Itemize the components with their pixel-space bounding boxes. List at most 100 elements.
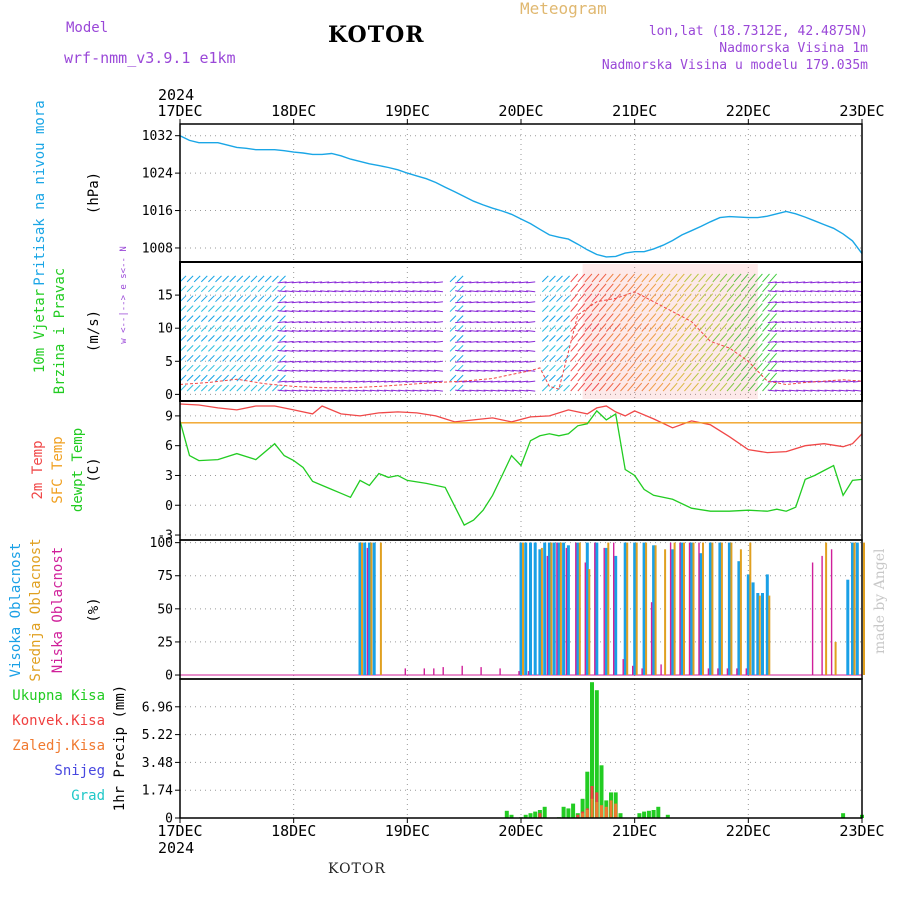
wind-vector [369,349,379,352]
wind-vector [803,281,813,284]
wind-vector [641,343,650,352]
wind-vector [584,362,593,372]
cloud-bar-low [527,671,530,676]
wind-vector [369,321,379,324]
wind-vector [803,321,813,324]
wind-vector [641,382,650,392]
station-title: KOTOR [328,22,425,48]
wind-vector [193,335,201,342]
wind-vector [369,369,379,372]
wind-vector [376,310,387,313]
cloud-bar-mid [825,542,828,675]
wind-vector [208,295,215,303]
wind-vector [817,360,827,363]
wind-vector [291,281,301,284]
wind-vector [243,345,251,352]
wind-vector [769,293,777,303]
wind-vector [186,335,194,342]
y-tick-label: 6 [165,439,173,454]
wind-vector [426,340,436,343]
wind-vector [334,301,344,304]
temp-unit: (C) [86,457,102,482]
wind-vector [526,360,536,363]
wind-vector [250,354,258,362]
top-date-label: 22DEC [726,102,771,120]
wind-vector [662,352,671,362]
wind-vector [243,335,251,342]
wind-vector [584,333,593,342]
wind-vector [577,343,586,352]
wind-vector [570,382,579,392]
wind-vector [781,330,792,332]
wind-vector [796,330,806,332]
wind-vector [598,303,607,312]
wind-vector [655,313,664,322]
wind-vector [577,352,586,362]
wind-vector [620,303,628,312]
wind-vector [845,321,855,324]
wind-vector [250,285,258,293]
cloud-bar-high [746,574,750,675]
y-tick-label: 3 [165,469,173,484]
wind-vector [669,273,678,283]
wind-vector [384,290,394,293]
wind-vector [462,290,472,293]
wind-vector [684,323,692,332]
wind-vector [229,315,237,322]
wind-vector [598,313,607,322]
wind-vector [222,384,229,392]
cloud-bar-high [756,593,760,676]
wind-vector [284,360,294,363]
wind-vector [504,310,514,313]
wind-vector [762,273,770,283]
wind-vector [490,389,500,392]
wind-vector [726,293,735,303]
wind-vector [277,389,287,392]
wind-vector [313,290,323,293]
wind-vector [684,313,692,322]
wind-vector [264,345,272,352]
wind-vector [384,380,394,383]
wind-vector [186,384,194,392]
wind-vector [250,295,258,303]
wind-vector [504,360,514,363]
wind-vector [355,369,365,372]
wind-vector [186,325,194,332]
wind-unit: (m/s) [86,310,102,352]
wind-vector [433,301,443,304]
wind-vector [774,330,784,332]
wind-vector [684,372,692,382]
wind-vector [298,349,308,352]
wind-vector [277,281,287,284]
wind-vector [789,281,799,284]
wind-vector [483,321,493,324]
wind-vector [504,380,514,383]
wind-vector [291,340,301,343]
wind-vector [215,325,222,332]
wind-vector [691,343,699,352]
wind-vector [511,330,522,332]
wind-vector [519,389,529,392]
wind-vector [362,360,372,363]
wind-vector [511,321,522,324]
wind-vector [526,321,536,324]
wind-vector [229,345,237,352]
wind-vector [676,333,685,342]
wind-vector [504,349,514,352]
wind-vector [796,369,806,372]
wind-vector [796,301,806,304]
wind-vector [449,374,457,382]
wind-vector [698,352,706,362]
wind-vector [236,325,244,332]
wind-vector [229,354,237,362]
wind-vector [733,352,742,362]
wind-vector [419,310,429,313]
wind-vector [774,340,784,343]
wind-vector [526,330,536,332]
wind-vector [669,382,678,392]
wind-vector [264,384,272,392]
wind-vector [455,349,465,352]
wind-vector [291,369,301,372]
precip-bar-total [509,814,514,818]
wind-vector [476,349,486,352]
